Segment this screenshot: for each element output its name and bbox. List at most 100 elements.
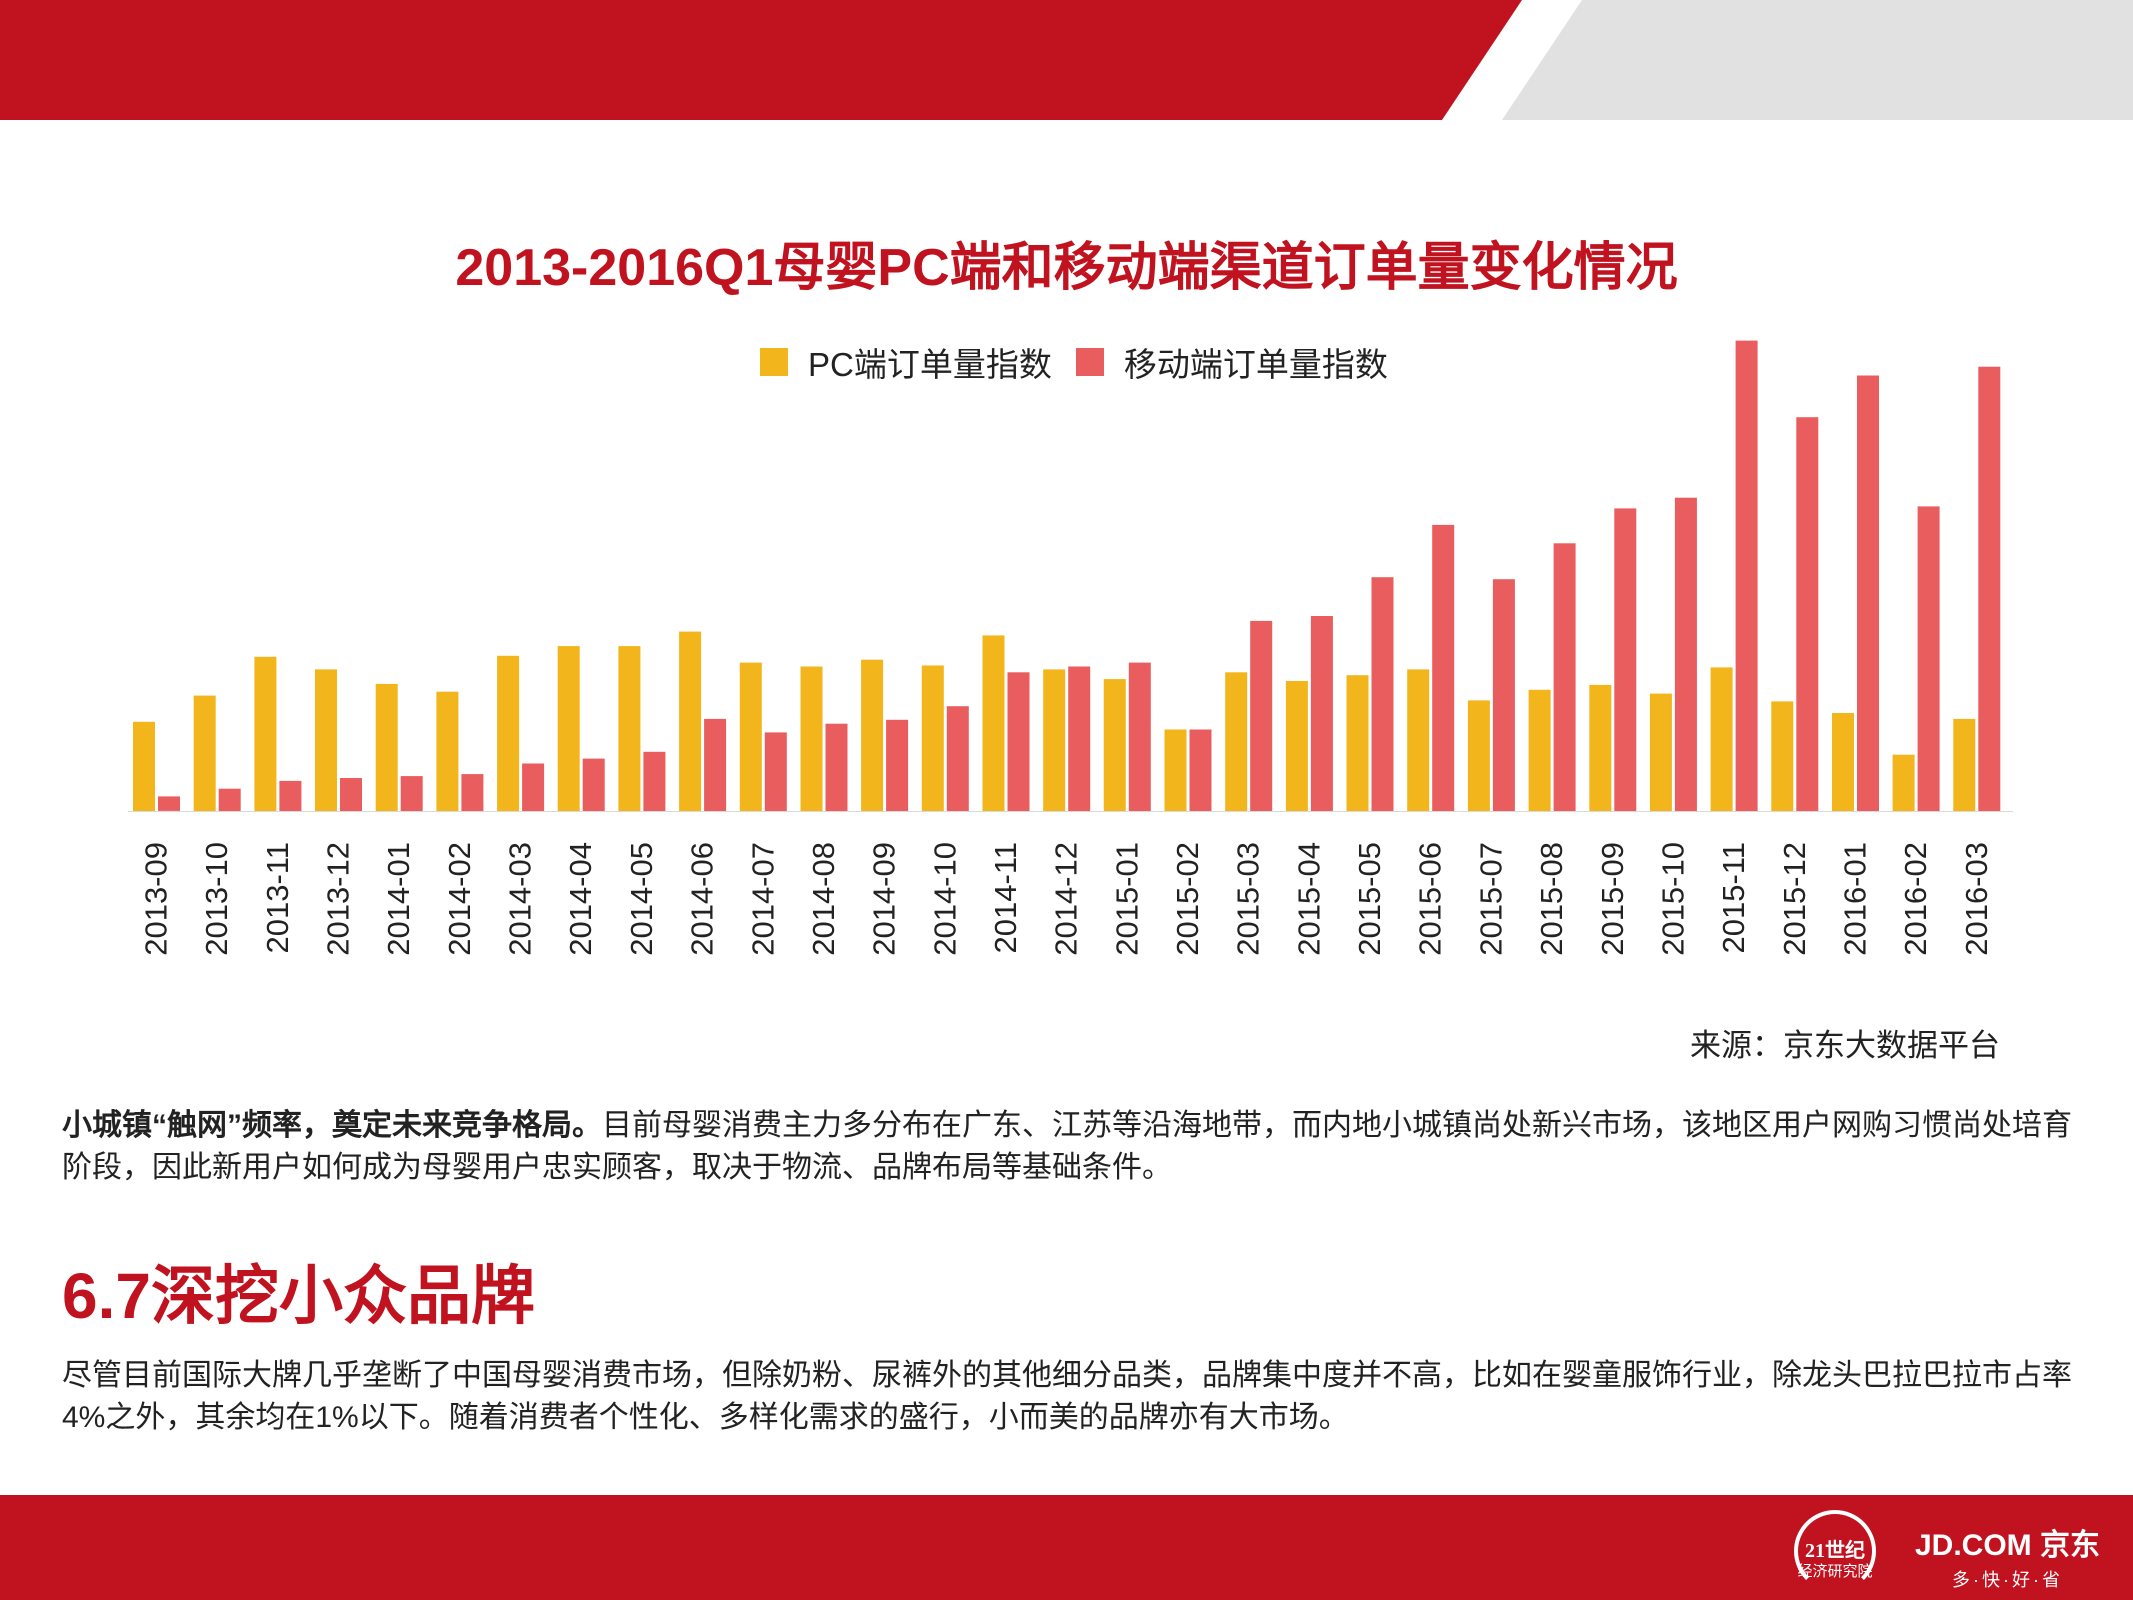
x-tick-label: 2013-09 bbox=[139, 842, 174, 956]
logo-21-top: 21世纪 bbox=[1805, 1540, 1865, 1562]
bar-mobile-2014-09 bbox=[886, 719, 909, 811]
x-tick-label: 2015-08 bbox=[1534, 842, 1569, 956]
bar-pc-2016-02 bbox=[1892, 754, 1915, 811]
bar-mobile-2016-03 bbox=[1978, 366, 2001, 811]
x-tick-label: 2016-03 bbox=[1959, 842, 1994, 956]
bar-mobile-2015-01 bbox=[1128, 662, 1151, 811]
paragraph-lead: 小城镇“触网”频率，奠定未来竞争格局。 bbox=[62, 1109, 602, 1142]
bar-mobile-2014-03 bbox=[522, 763, 545, 811]
bar-mobile-2015-03 bbox=[1250, 620, 1273, 811]
logo-21-bottom: 经济研究院 bbox=[1797, 1564, 1873, 1580]
bar-mobile-2014-12 bbox=[1068, 666, 1091, 811]
x-tick-label: 2014-09 bbox=[867, 842, 902, 956]
x-tick-label: 2014-08 bbox=[806, 842, 841, 956]
bar-mobile-2014-04 bbox=[582, 758, 605, 811]
bar-pc-2014-01 bbox=[375, 683, 398, 811]
section-title: 6.7深挖小众品牌 bbox=[62, 1260, 535, 1332]
bar-mobile-2015-09 bbox=[1614, 508, 1637, 811]
bar-pc-2014-08 bbox=[800, 666, 823, 811]
bar-pc-2014-02 bbox=[436, 691, 459, 811]
bar-pc-2015-08 bbox=[1528, 689, 1551, 812]
x-tick-label: 2014-10 bbox=[927, 842, 962, 956]
bar-mobile-2015-07 bbox=[1492, 579, 1515, 811]
bar-pc-2013-11 bbox=[254, 656, 277, 811]
bar-mobile-2013-11 bbox=[279, 780, 302, 811]
bar-mobile-2015-08 bbox=[1553, 543, 1576, 811]
bar-mobile-2014-11 bbox=[1007, 672, 1030, 811]
x-tick-label: 2014-01 bbox=[381, 842, 416, 956]
bar-mobile-2014-08 bbox=[825, 723, 848, 811]
bar-pc-2014-03 bbox=[497, 655, 520, 811]
legend-swatch-mobile bbox=[1075, 348, 1104, 376]
x-tick-label: 2014-04 bbox=[563, 842, 598, 956]
logo-arc-icon bbox=[1794, 1510, 1876, 1592]
bar-pc-2014-05 bbox=[618, 646, 641, 811]
x-tick-label: 2014-12 bbox=[1049, 842, 1084, 956]
logo-jd-sub: 多·快·好·省 bbox=[1952, 1570, 2063, 1590]
bar-pc-2014-07 bbox=[739, 662, 762, 811]
x-tick-label: 2014-11 bbox=[988, 842, 1023, 953]
bar-mobile-2016-02 bbox=[1917, 506, 1940, 811]
paragraph-rural-towns: 小城镇“触网”频率，奠定未来竞争格局。目前母婴消费主力多分布在广东、江苏等沿海地… bbox=[62, 1105, 2077, 1189]
x-tick-label: 2015-01 bbox=[1109, 842, 1144, 956]
bar-mobile-2015-04 bbox=[1310, 616, 1333, 811]
bar-pc-2016-03 bbox=[1953, 718, 1976, 812]
bar-pc-2014-04 bbox=[557, 646, 580, 811]
logo-jd: JD.COM 京东 多·快·好·省 bbox=[1915, 1520, 2100, 1592]
bar-mobile-2015-11 bbox=[1735, 340, 1758, 811]
x-tick-label: 2016-01 bbox=[1838, 842, 1873, 956]
header-red-shape bbox=[0, 0, 1522, 120]
bar-mobile-2013-12 bbox=[340, 778, 362, 811]
x-tick-label: 2015-07 bbox=[1473, 842, 1508, 956]
footer-band bbox=[0, 1495, 2133, 1600]
chart-legend: PC端订单量指数 移动端订单量指数 bbox=[760, 338, 1412, 386]
x-tick-label: 2015-11 bbox=[1716, 842, 1751, 953]
legend-swatch-pc bbox=[760, 348, 788, 376]
legend-item-pc: PC端订单量指数 bbox=[760, 338, 1052, 386]
bar-pc-2015-05 bbox=[1346, 675, 1369, 811]
header-grey-shape bbox=[1502, 0, 2133, 120]
bar-mobile-2014-02 bbox=[461, 774, 484, 811]
bar-mobile-2015-12 bbox=[1796, 417, 1819, 811]
x-tick-label: 2015-12 bbox=[1777, 842, 1812, 956]
x-tick-label: 2015-09 bbox=[1595, 842, 1630, 956]
source-note: 来源：京东大数据平台 bbox=[1690, 1028, 2000, 1063]
bar-mobile-2014-01 bbox=[400, 776, 423, 811]
paragraph-body: 目前母婴消费主力多分布在广东、江苏等沿海地带，而内地小城镇尚处新兴市场，该地区用… bbox=[62, 1109, 2072, 1184]
bar-mobile-2015-06 bbox=[1432, 524, 1455, 811]
x-tick-label: 2015-03 bbox=[1231, 842, 1266, 956]
bar-pc-2015-09 bbox=[1589, 684, 1612, 811]
x-tick-label: 2013-10 bbox=[199, 842, 234, 956]
bar-pc-2015-10 bbox=[1649, 693, 1672, 811]
bar-pc-2014-09 bbox=[861, 659, 884, 811]
bar-pc-2015-03 bbox=[1225, 672, 1248, 811]
header-band bbox=[0, 0, 2133, 120]
legend-item-mobile: 移动端订单量指数 bbox=[1075, 338, 1388, 386]
x-tick-label: 2014-03 bbox=[503, 842, 538, 956]
legend-label-mobile: 移动端订单量指数 bbox=[1123, 346, 1388, 383]
bar-mobile-2014-06 bbox=[704, 718, 727, 812]
bar-pc-2015-04 bbox=[1285, 681, 1308, 811]
bar-mobile-2015-05 bbox=[1371, 577, 1394, 811]
bar-pc-2013-09 bbox=[133, 721, 155, 811]
bar-pc-2014-06 bbox=[679, 631, 702, 811]
x-tick-label: 2014-02 bbox=[442, 842, 477, 956]
bar-mobile-2015-10 bbox=[1674, 497, 1697, 811]
bar-mobile-2013-10 bbox=[218, 788, 241, 811]
x-tick-label: 2013-12 bbox=[321, 842, 356, 956]
logo-jd-main: JD.COM 京东 bbox=[1915, 1529, 2101, 1562]
bar-pc-2013-10 bbox=[193, 695, 216, 811]
x-tick-label: 2015-02 bbox=[1170, 842, 1205, 956]
x-tick-label: 2013-11 bbox=[260, 842, 295, 953]
bar-pc-2015-11 bbox=[1710, 667, 1733, 811]
bar-pc-2015-06 bbox=[1407, 669, 1430, 811]
bar-pc-2014-11 bbox=[982, 635, 1005, 811]
legend-label-pc: PC端订单量指数 bbox=[808, 346, 1052, 383]
x-tick-label: 2014-06 bbox=[685, 842, 720, 956]
x-tick-label: 2015-10 bbox=[1655, 842, 1690, 956]
bar-pc-2016-01 bbox=[1832, 713, 1854, 811]
x-tick-label: 2015-05 bbox=[1352, 842, 1387, 956]
x-tick-label: 2015-04 bbox=[1291, 842, 1326, 956]
bar-pc-2015-12 bbox=[1771, 701, 1794, 811]
logo-21st-century: 21世纪 经济研究院 bbox=[1780, 1508, 1890, 1592]
